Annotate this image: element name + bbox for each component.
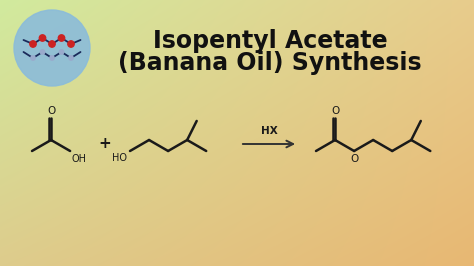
Text: Isopentyl Acetate: Isopentyl Acetate [153, 29, 387, 53]
Circle shape [30, 41, 36, 47]
Text: +: + [99, 136, 111, 152]
Circle shape [14, 10, 90, 86]
Circle shape [40, 50, 45, 54]
Text: (Banana Oil) Synthesis: (Banana Oil) Synthesis [118, 51, 422, 75]
Circle shape [49, 41, 55, 47]
Circle shape [58, 35, 64, 41]
Text: O: O [350, 154, 358, 164]
Text: HO: HO [112, 153, 127, 163]
Text: O: O [47, 106, 55, 116]
Circle shape [39, 35, 46, 41]
Circle shape [50, 56, 54, 60]
Circle shape [68, 41, 74, 47]
Circle shape [31, 56, 35, 60]
Circle shape [59, 50, 64, 54]
Circle shape [69, 56, 73, 60]
Text: O: O [331, 106, 339, 116]
Text: HX: HX [261, 126, 277, 136]
Text: OH: OH [71, 154, 86, 164]
